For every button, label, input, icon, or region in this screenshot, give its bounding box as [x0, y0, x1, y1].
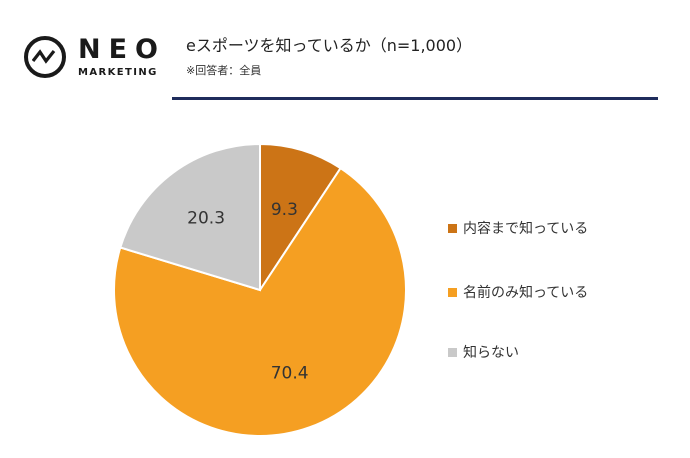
pie-slice — [113, 166, 407, 437]
header-divider — [172, 97, 658, 100]
legend-swatch — [448, 288, 457, 297]
legend-label: 内容まで知っている — [463, 221, 589, 237]
legend-label: 名前のみ知っている — [463, 285, 589, 301]
legend-swatch — [448, 348, 457, 357]
chart-title: eスポーツを知っているか（n=1,000） — [186, 36, 473, 55]
pie-slice — [259, 142, 342, 294]
slice-value-label: 20.3 — [187, 208, 225, 228]
legend-label: 知らない — [463, 345, 519, 361]
slice-value-label: 70.4 — [271, 363, 309, 383]
slice-value-label: 9.3 — [271, 200, 298, 220]
logo-subtext: MARKETING — [78, 67, 158, 78]
logo-wordmark: NEO — [78, 34, 166, 65]
chart-subtitle: ※回答者：全員 — [186, 64, 262, 77]
legend-swatch — [448, 224, 457, 233]
neo-marketing-logo: NEO MARKETING — [24, 36, 174, 84]
logo-pulse-icon — [24, 36, 66, 78]
pie-slice — [119, 142, 261, 292]
